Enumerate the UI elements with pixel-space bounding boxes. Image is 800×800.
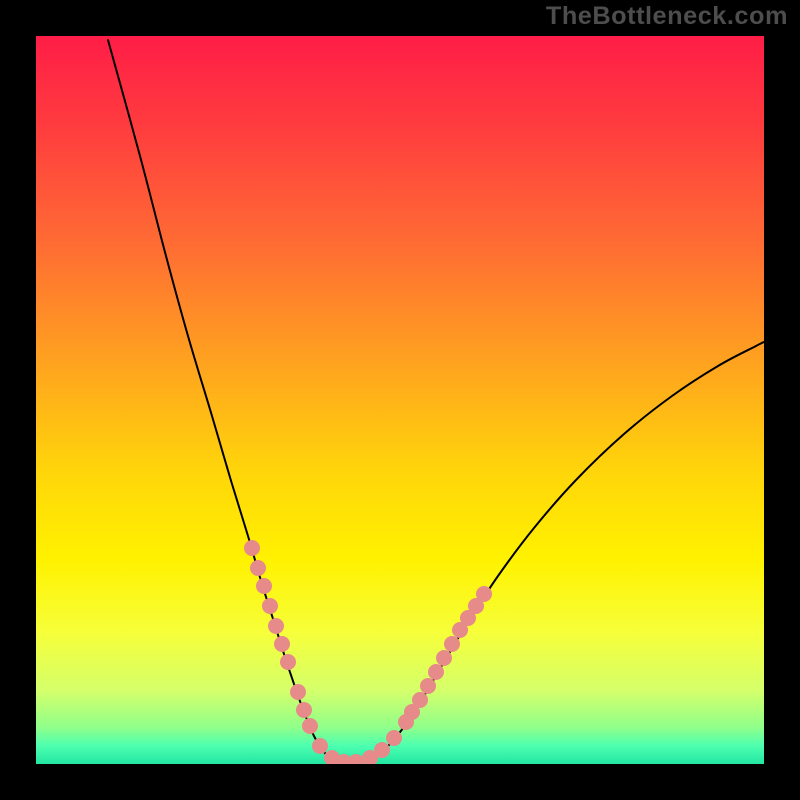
bottleneck-curve bbox=[36, 36, 764, 764]
plot-area bbox=[36, 36, 764, 764]
highlight-dot bbox=[412, 692, 428, 708]
border-left bbox=[0, 0, 36, 800]
border-bottom bbox=[0, 764, 800, 800]
highlight-dot bbox=[348, 754, 364, 764]
highlight-dot bbox=[374, 742, 390, 758]
curve-highlight-dots bbox=[244, 540, 492, 764]
highlight-dot bbox=[302, 718, 318, 734]
highlight-dot bbox=[256, 578, 272, 594]
highlight-dot bbox=[420, 678, 436, 694]
highlight-dot bbox=[428, 664, 444, 680]
chart-frame: TheBottleneck.com bbox=[0, 0, 800, 800]
watermark-text: TheBottleneck.com bbox=[546, 2, 788, 31]
highlight-dot bbox=[268, 618, 284, 634]
highlight-dot bbox=[476, 586, 492, 602]
highlight-dot bbox=[312, 738, 328, 754]
highlight-dot bbox=[262, 598, 278, 614]
border-right bbox=[764, 0, 800, 800]
highlight-dot bbox=[280, 654, 296, 670]
highlight-dot bbox=[296, 702, 312, 718]
highlight-dot bbox=[444, 636, 460, 652]
highlight-dot bbox=[290, 684, 306, 700]
bottleneck-curve-path bbox=[108, 40, 764, 763]
highlight-dot bbox=[250, 560, 266, 576]
highlight-dot bbox=[244, 540, 260, 556]
highlight-dot bbox=[436, 650, 452, 666]
highlight-dot bbox=[274, 636, 290, 652]
highlight-dot bbox=[386, 730, 402, 746]
